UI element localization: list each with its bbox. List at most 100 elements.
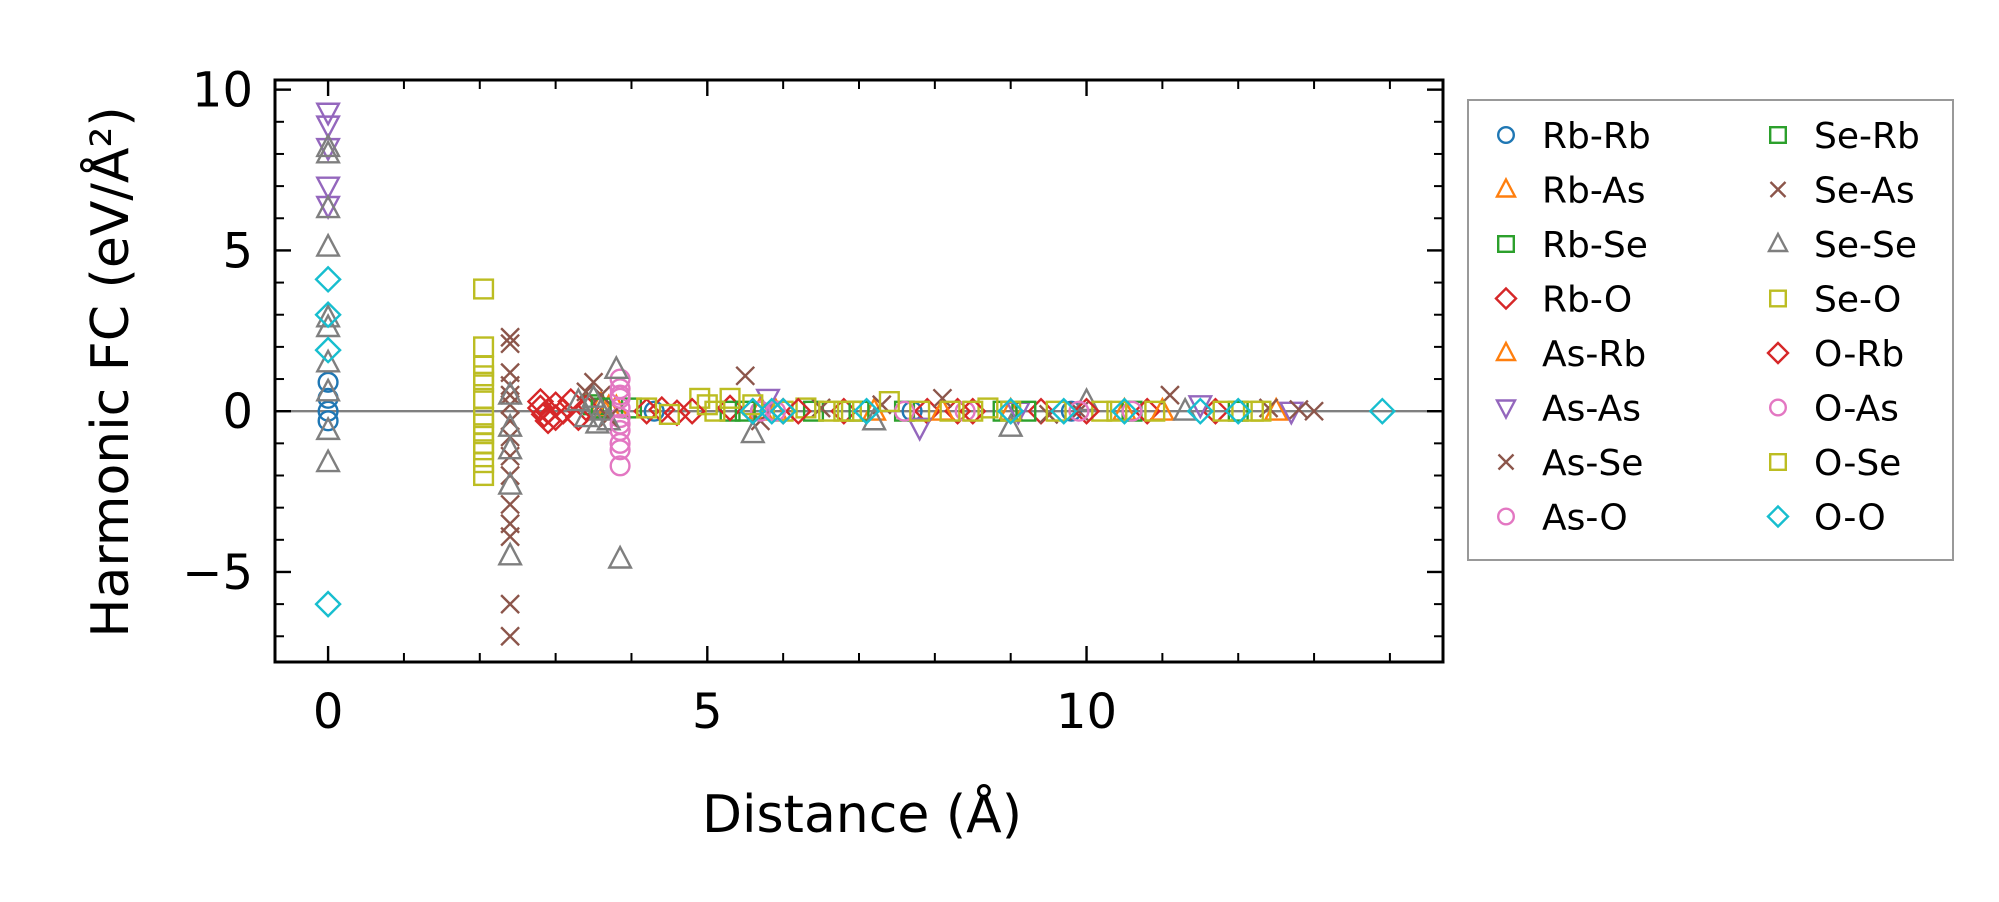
legend-frame: [1467, 99, 1954, 561]
data-point: [609, 455, 631, 477]
data-point: [315, 115, 341, 140]
data-point: [473, 278, 495, 300]
legend-item: As-Rb: [1495, 334, 1646, 375]
series-se-se: [315, 132, 1198, 569]
data-point: [315, 194, 341, 219]
series-as-as: [315, 102, 1305, 442]
data-point: [609, 432, 631, 454]
plot-frame: [273, 78, 1445, 664]
legend-marker: [1495, 399, 1517, 421]
axes: 0 5 10 −5 0 5 10: [182, 63, 1445, 740]
legend-item: O-Rb: [1766, 334, 1904, 375]
data-point: [632, 397, 661, 425]
x-tick-label: 10: [1056, 684, 1117, 740]
data-point: [1072, 397, 1101, 425]
legend-label: O-O: [1814, 498, 1886, 539]
data-point: [830, 397, 858, 425]
data-point: [734, 400, 756, 422]
legend-label: O-As: [1814, 389, 1899, 430]
data-point: [580, 383, 607, 408]
data-point: [497, 541, 523, 566]
data-point: [473, 365, 495, 387]
legend-label: Se-Rb: [1814, 116, 1920, 157]
data-point: [795, 397, 817, 419]
legend-label: As-Se: [1542, 443, 1643, 484]
data-point: [609, 439, 631, 461]
data-point: [735, 365, 756, 386]
data-point: [497, 470, 523, 495]
legend-label: O-Se: [1814, 443, 1901, 484]
data-point: [314, 265, 342, 294]
data-point: [500, 594, 520, 614]
legend-marker: [1768, 125, 1787, 144]
data-point: [758, 397, 786, 425]
data-point: [719, 387, 741, 409]
data-point: [769, 397, 797, 425]
legend-marker: [1766, 341, 1790, 365]
data-point: [315, 377, 341, 402]
data-point: [588, 396, 614, 421]
data-point: [500, 526, 520, 547]
x-tick-label: 0: [313, 684, 344, 740]
data-point: [696, 394, 718, 416]
data-point: [1015, 400, 1037, 422]
legend-label: As-O: [1542, 498, 1628, 539]
legend-item: Se-Rb: [1768, 116, 1920, 157]
data-point: [658, 403, 680, 425]
data-point: [1110, 397, 1139, 425]
data-point: [607, 544, 633, 569]
data-point: [317, 410, 339, 432]
data-point: [1106, 400, 1128, 422]
data-point: [1073, 386, 1100, 412]
data-point: [314, 301, 342, 329]
legend-item: O-Se: [1768, 443, 1901, 484]
data-point: [716, 394, 744, 422]
data-point: [315, 102, 341, 127]
data-point: [1144, 400, 1166, 422]
data-point: [1186, 397, 1214, 425]
data-point: [1289, 399, 1309, 420]
data-point: [315, 232, 341, 257]
legend-marker: [1769, 181, 1787, 198]
legend-marker: [1496, 507, 1515, 526]
legend-label: Rb-As: [1542, 171, 1645, 212]
data-point: [962, 400, 984, 422]
data-point: [609, 384, 631, 406]
y-tick-label: 10: [192, 63, 253, 119]
legend: Rb-Rb Rb-As Rb-Se Rb-O As-Rb As-As As-Se As-O Se…: [1467, 99, 1954, 561]
data-point: [473, 464, 495, 487]
data-point: [636, 397, 658, 419]
data-point: [315, 176, 341, 201]
data-point: [315, 415, 341, 441]
data-point: [497, 380, 523, 405]
data-point: [1068, 400, 1090, 422]
data-point: [314, 590, 342, 618]
data-point: [315, 348, 341, 373]
legend-item: Rb-As: [1495, 171, 1645, 212]
data-point: [500, 333, 520, 354]
legend-item: Rb-Se: [1496, 225, 1648, 266]
data-point: [997, 412, 1024, 437]
data-point: [1242, 400, 1264, 422]
legend-item: Rb-O: [1494, 280, 1632, 321]
legend-label: Se-Se: [1814, 225, 1917, 266]
data-point: [1000, 400, 1022, 422]
legend-marker: [1496, 125, 1515, 144]
data-point: [315, 313, 341, 338]
data-point: [739, 397, 767, 425]
legend-item: Rb-Rb: [1496, 116, 1651, 157]
data-point: [977, 397, 999, 419]
data-point: [818, 400, 840, 422]
legend-label: Rb-Se: [1542, 225, 1648, 266]
data-point: [315, 137, 341, 163]
data-point: [861, 406, 887, 431]
data-point: [878, 390, 900, 413]
data-point: [959, 397, 987, 425]
legend-label: Se-As: [1814, 171, 1915, 212]
data-point: [500, 327, 520, 348]
legend-label: As-Rb: [1542, 334, 1646, 375]
data-point: [772, 400, 794, 422]
legend-item: O-As: [1768, 389, 1899, 430]
data-point: [541, 403, 570, 432]
data-point: [314, 336, 342, 364]
